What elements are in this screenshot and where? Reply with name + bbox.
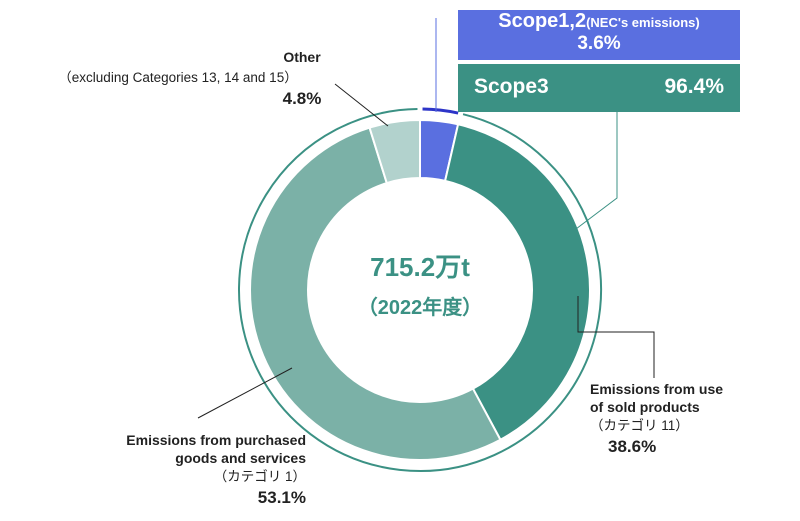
scope12-value: 3.6% bbox=[577, 33, 621, 54]
leader-scope3 bbox=[571, 112, 618, 233]
scope12-title-sub: (NEC's emissions) bbox=[586, 15, 700, 30]
label-use-pct: 38.6% bbox=[608, 437, 656, 456]
ring-arc-scope12 bbox=[422, 107, 459, 115]
scope3-value: 96.4% bbox=[664, 75, 724, 98]
leader-lines bbox=[197, 18, 655, 419]
label-use-line3: （カテゴリ 11） bbox=[590, 417, 689, 433]
label-purchased-line3: （カテゴリ 1） bbox=[214, 468, 306, 484]
label-use-line1: Emissions from use bbox=[590, 381, 723, 397]
center-value: 715.2万t bbox=[370, 252, 470, 282]
ring-arc-scope3 bbox=[238, 108, 602, 472]
scope12-box: Scope1,2(NEC's emissions) 3.6% bbox=[458, 10, 740, 60]
scope12-title: Scope1,2 bbox=[498, 10, 587, 32]
leader-use bbox=[577, 296, 655, 378]
label-other-line2: （excluding Categories 13, 14 and 15） bbox=[58, 70, 297, 85]
label-other-pct: 4.8% bbox=[283, 89, 322, 108]
center-subtitle: （2022年度） bbox=[358, 295, 483, 319]
slice-use-of-sold-products bbox=[443, 123, 591, 442]
scope3-title: Scope3 bbox=[474, 75, 549, 98]
leader-purchased bbox=[197, 367, 293, 419]
slice-purchased-goods bbox=[249, 126, 502, 461]
slice-other bbox=[368, 118, 421, 185]
scope3-box: Scope3 96.4% bbox=[458, 64, 740, 112]
donut-slices bbox=[249, 118, 591, 461]
leader-other bbox=[334, 83, 389, 127]
label-purchased-pct: 53.1% bbox=[258, 488, 306, 507]
label-purchased-line1: Emissions from purchased bbox=[126, 432, 306, 448]
outer-ring bbox=[238, 107, 602, 472]
label-purchased-line2: goods and services bbox=[175, 450, 306, 466]
label-other-line1: Other bbox=[283, 49, 321, 65]
label-use-line2: of sold products bbox=[590, 399, 700, 415]
